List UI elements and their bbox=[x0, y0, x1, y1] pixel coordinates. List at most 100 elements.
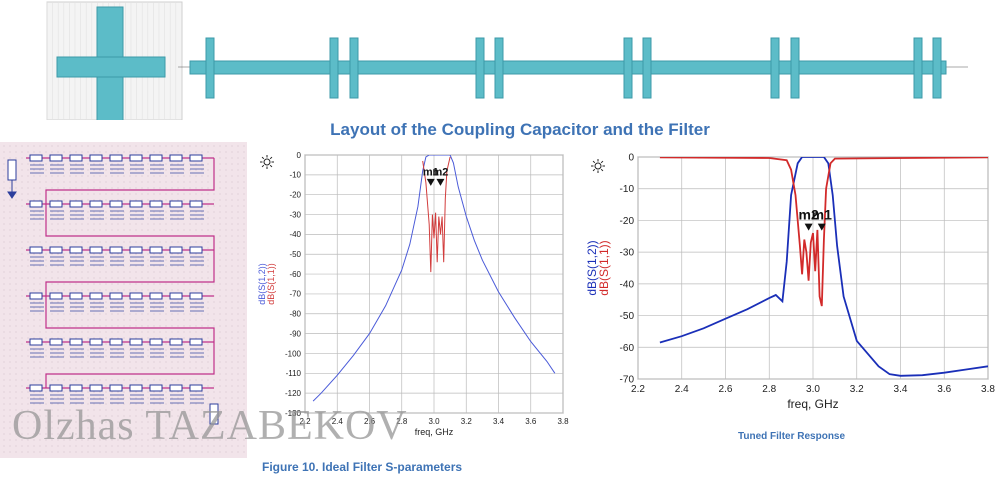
schematic-grid-dot bbox=[195, 211, 197, 213]
schematic-grid-dot bbox=[135, 397, 137, 399]
schematic-grid-dot bbox=[51, 217, 53, 219]
schematic-grid-dot bbox=[153, 409, 155, 411]
schematic-grid-dot bbox=[21, 259, 23, 261]
schematic-grid-dot bbox=[9, 313, 11, 315]
schematic-component bbox=[29, 384, 43, 392]
schematic-grid-dot bbox=[9, 151, 11, 153]
schematic-grid-dot bbox=[63, 439, 65, 441]
tuned-filter-chart: 2.2 2.4 2.6 2.8 3.0 3.2 3.4 3.6 3.80-10-20-30-40… bbox=[585, 153, 995, 412]
schematic-grid-dot bbox=[237, 157, 239, 159]
schematic-grid-dot bbox=[123, 193, 125, 195]
y-tick-label: -30 bbox=[620, 248, 635, 259]
schematic-grid-dot bbox=[51, 271, 53, 273]
schematic-grid-dot bbox=[45, 253, 47, 255]
schematic-grid-dot bbox=[135, 445, 137, 447]
schematic-grid-dot bbox=[147, 391, 149, 393]
schematic-grid-dot bbox=[147, 415, 149, 417]
schematic-grid-dot bbox=[189, 145, 191, 147]
schematic-grid-dot bbox=[93, 181, 95, 183]
y-axis-series-label: dB(S(1,1)) bbox=[266, 263, 276, 305]
schematic-grid-dot bbox=[93, 313, 95, 315]
schematic-grid-dot bbox=[39, 277, 41, 279]
author-watermark: Olzhas TAZABEKOV bbox=[12, 403, 408, 449]
schematic-grid-dot bbox=[189, 229, 191, 231]
schematic-grid-dot bbox=[159, 361, 161, 363]
schematic-grid-dot bbox=[15, 379, 17, 381]
schematic-grid-dot bbox=[141, 241, 143, 243]
schematic-grid-dot bbox=[213, 433, 215, 435]
schematic-grid-dot bbox=[51, 241, 53, 243]
schematic-grid-dot bbox=[201, 319, 203, 321]
schematic-component bbox=[29, 338, 43, 346]
schematic-grid-dot bbox=[219, 313, 221, 315]
schematic-grid-dot bbox=[57, 175, 59, 177]
schematic-grid-dot bbox=[213, 199, 215, 201]
schematic-grid-dot bbox=[153, 253, 155, 255]
schematic-grid-dot bbox=[33, 403, 35, 405]
x-tick-label: 2.8 bbox=[762, 384, 776, 395]
schematic-grid-dot bbox=[147, 169, 149, 171]
schematic-grid-dot bbox=[225, 361, 227, 363]
schematic-grid-dot bbox=[33, 367, 35, 369]
schematic-grid-dot bbox=[51, 331, 53, 333]
schematic-grid-dot bbox=[21, 427, 23, 429]
schematic-grid-dot bbox=[147, 259, 149, 261]
schematic-grid-dot bbox=[189, 253, 191, 255]
schematic-grid-dot bbox=[219, 247, 221, 249]
schematic-grid-dot bbox=[93, 361, 95, 363]
schematic-grid-dot bbox=[159, 313, 161, 315]
schematic-grid-dot bbox=[159, 265, 161, 267]
schematic-grid-dot bbox=[177, 211, 179, 213]
schematic-grid-dot bbox=[33, 373, 35, 375]
schematic-grid-dot bbox=[111, 223, 113, 225]
schematic-grid-dot bbox=[15, 409, 17, 411]
schematic-grid-dot bbox=[81, 379, 83, 381]
schematic-grid-dot bbox=[87, 193, 89, 195]
schematic-grid-dot bbox=[15, 157, 17, 159]
schematic-grid-dot bbox=[183, 355, 185, 357]
schematic-grid-dot bbox=[21, 373, 23, 375]
schematic-grid-dot bbox=[33, 187, 35, 189]
schematic-grid-dot bbox=[201, 415, 203, 417]
schematic-grid-dot bbox=[153, 151, 155, 153]
schematic-grid-dot bbox=[141, 451, 143, 453]
schematic-grid-dot bbox=[111, 319, 113, 321]
schematic-grid-dot bbox=[3, 169, 5, 171]
schematic-grid-dot bbox=[21, 409, 23, 411]
schematic-grid-dot bbox=[237, 145, 239, 147]
schematic-grid-dot bbox=[231, 409, 233, 411]
schematic-grid-dot bbox=[45, 187, 47, 189]
schematic-grid-dot bbox=[15, 229, 17, 231]
schematic-grid-dot bbox=[231, 259, 233, 261]
schematic-grid-dot bbox=[39, 145, 41, 147]
schematic-grid-dot bbox=[39, 223, 41, 225]
schematic-grid-dot bbox=[57, 277, 59, 279]
schematic-grid-dot bbox=[111, 391, 113, 393]
schematic-grid-dot bbox=[69, 439, 71, 441]
schematic-grid-dot bbox=[27, 349, 29, 351]
schematic-grid-dot bbox=[9, 355, 11, 357]
schematic-grid-dot bbox=[81, 211, 83, 213]
schematic-grid-dot bbox=[159, 253, 161, 255]
schematic-grid-dot bbox=[57, 253, 59, 255]
schematic-grid-dot bbox=[219, 355, 221, 357]
schematic-grid-dot bbox=[189, 163, 191, 165]
schematic-grid-dot bbox=[123, 205, 125, 207]
schematic-grid-dot bbox=[9, 157, 11, 159]
schematic-grid-dot bbox=[129, 175, 131, 177]
schematic-grid-dot bbox=[141, 223, 143, 225]
schematic-grid-dot bbox=[231, 181, 233, 183]
schematic-grid-dot bbox=[3, 301, 5, 303]
schematic-grid-dot bbox=[33, 229, 35, 231]
schematic-grid-dot bbox=[243, 433, 245, 435]
schematic-grid-dot bbox=[27, 259, 29, 261]
schematic-grid-dot bbox=[87, 253, 89, 255]
schematic-grid-dot bbox=[177, 169, 179, 171]
schematic-grid-dot bbox=[93, 151, 95, 153]
schematic-grid-dot bbox=[213, 397, 215, 399]
schematic-grid-dot bbox=[201, 271, 203, 273]
schematic-grid-dot bbox=[105, 193, 107, 195]
schematic-grid-dot bbox=[33, 169, 35, 171]
schematic-grid-dot bbox=[195, 409, 197, 411]
schematic-grid-dot bbox=[51, 289, 53, 291]
